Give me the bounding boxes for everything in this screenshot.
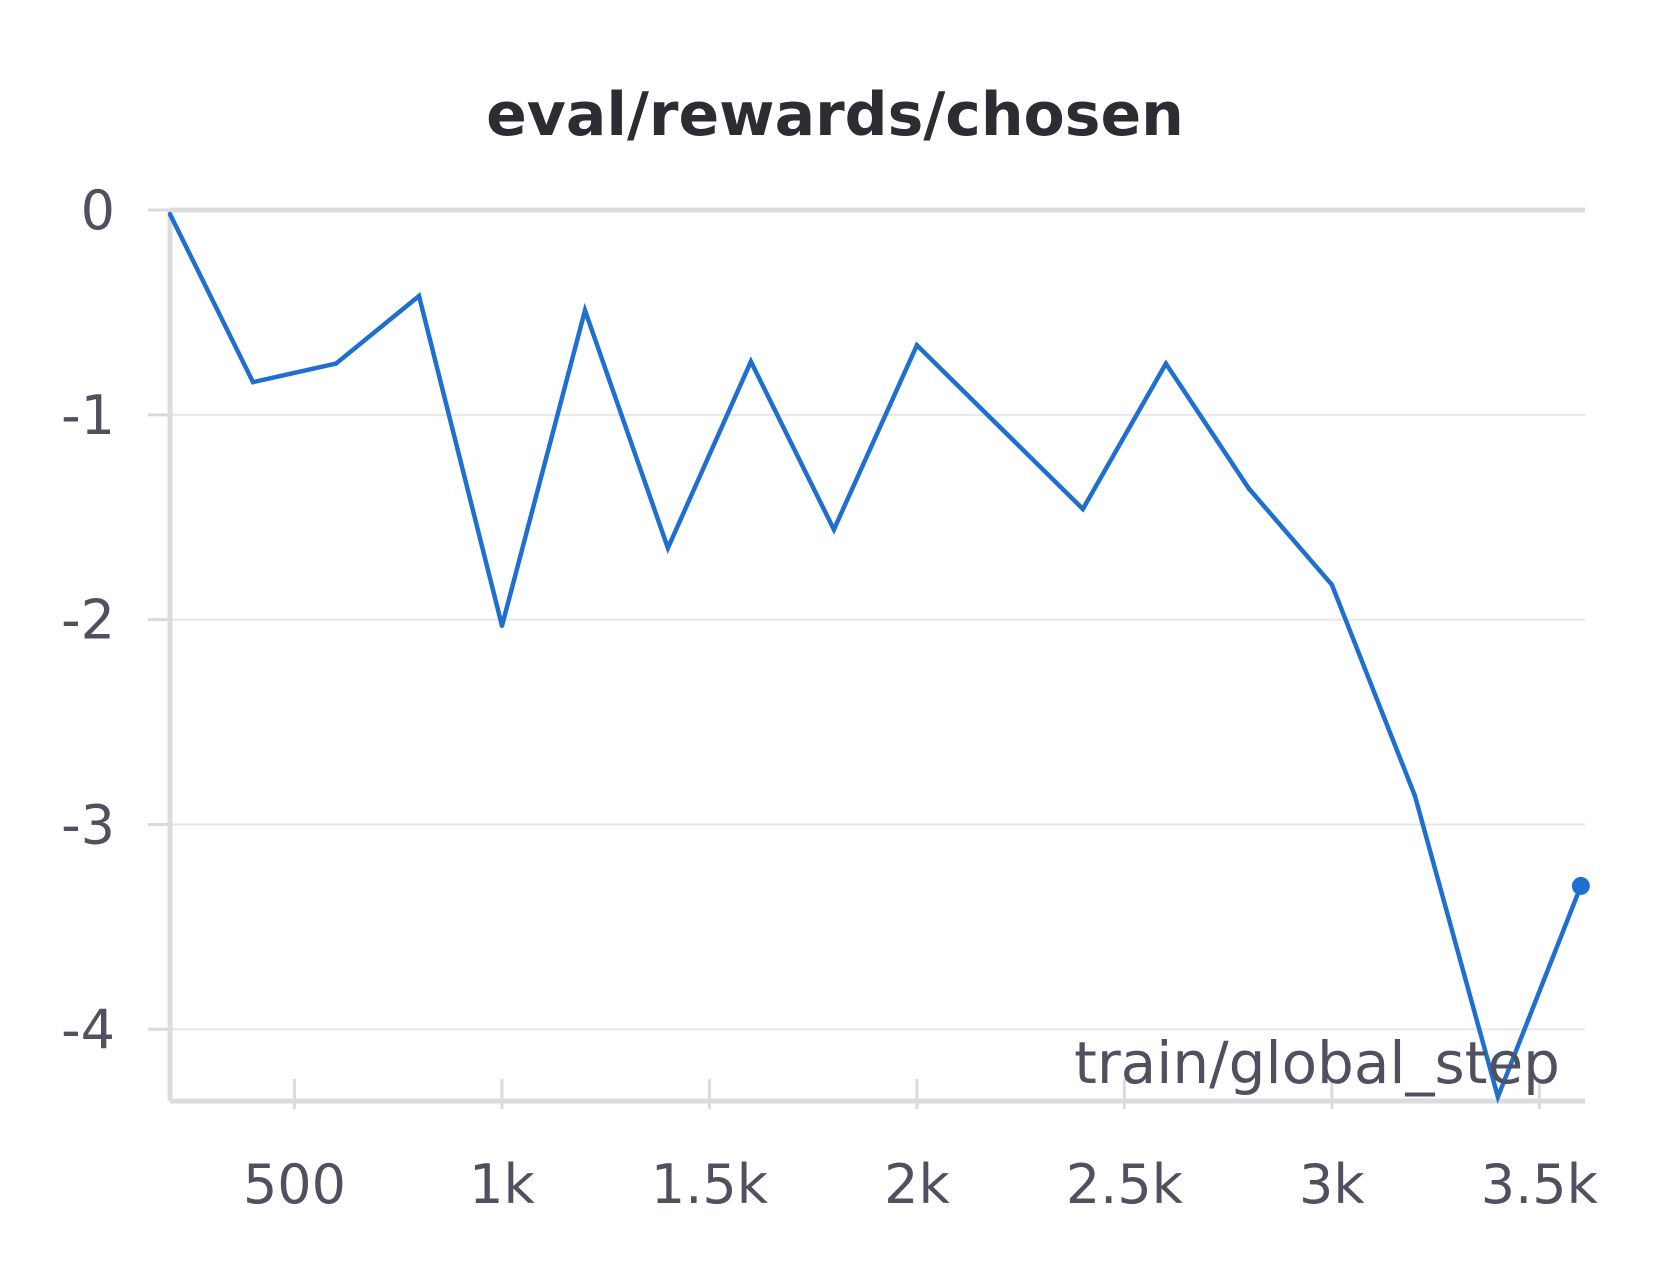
series-point (499, 623, 505, 628)
x-tick-label: 3.5k (1481, 1153, 1599, 1216)
series-point (914, 342, 920, 348)
series-point (997, 424, 1003, 430)
x-tick-label: 1.5k (651, 1153, 769, 1216)
y-tick-label: -1 (61, 384, 115, 447)
series-point (1329, 582, 1335, 588)
series-point (748, 359, 754, 364)
series-point (333, 361, 339, 366)
x-tick-label: 1k (469, 1153, 535, 1216)
series-point (1412, 793, 1418, 799)
axes (148, 207, 1585, 1109)
series-point (1163, 361, 1169, 366)
y-tick-label: -3 (61, 793, 115, 856)
x-tick-label: 2.5k (1066, 1153, 1184, 1216)
grid-lines (170, 413, 1585, 1031)
x-tick-label: 500 (243, 1153, 346, 1216)
series-endpoint (1571, 876, 1590, 895)
series-point (250, 379, 256, 385)
series-point (1080, 506, 1086, 512)
series-point (831, 527, 837, 532)
y-tick-label: 0 (81, 179, 115, 242)
x-tick-label: 2k (884, 1153, 950, 1216)
series-line (167, 213, 1583, 1105)
x-axis-label: train/global_step (1074, 1029, 1560, 1097)
x-tick-label: 3k (1299, 1153, 1365, 1216)
series-layer (167, 211, 1590, 1105)
series-point (167, 211, 173, 217)
series-point (1246, 486, 1252, 491)
series-point (665, 545, 671, 551)
chart-title: eval/rewards/chosen (486, 80, 1184, 150)
y-tick-label: -4 (61, 998, 115, 1061)
series-point (416, 293, 422, 299)
tick-labels: 0 -1 -2 -3 -4 500 1k 1.5k 2k 2.5k 3k 3.5k (61, 179, 1598, 1216)
series-point (1495, 1094, 1501, 1100)
y-tick-label: -2 (61, 589, 115, 652)
series-point (582, 308, 588, 313)
